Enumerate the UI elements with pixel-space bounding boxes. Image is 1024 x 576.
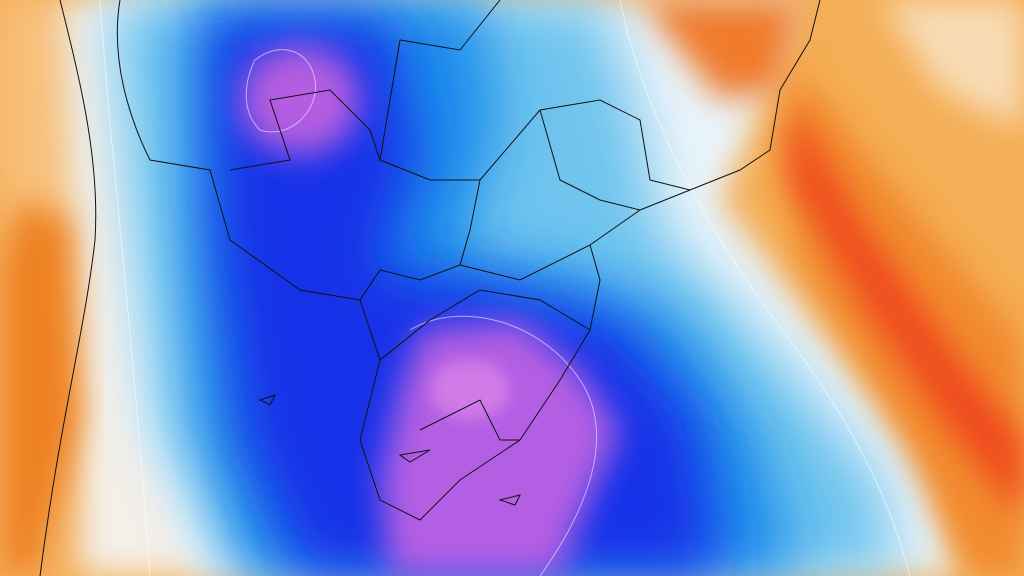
cold-peak — [430, 360, 510, 420]
isotherm — [409, 315, 598, 576]
border — [379, 0, 501, 161]
border — [539, 109, 641, 211]
border — [359, 244, 601, 521]
neutral-east — [880, 0, 1024, 130]
isotherms — [99, 0, 911, 576]
border — [229, 89, 691, 191]
isotherm — [245, 49, 317, 133]
borders — [39, 0, 821, 576]
border — [379, 289, 591, 361]
cold-core-north — [240, 45, 360, 155]
hot-band — [790, 100, 1024, 520]
border — [116, 0, 821, 301]
warm-west-core — [0, 200, 80, 576]
isotherm — [619, 0, 911, 576]
lake — [258, 394, 521, 506]
border — [39, 0, 97, 576]
border — [419, 399, 520, 441]
isotherm — [99, 0, 151, 576]
border — [459, 179, 481, 266]
warm-north — [640, 0, 800, 100]
